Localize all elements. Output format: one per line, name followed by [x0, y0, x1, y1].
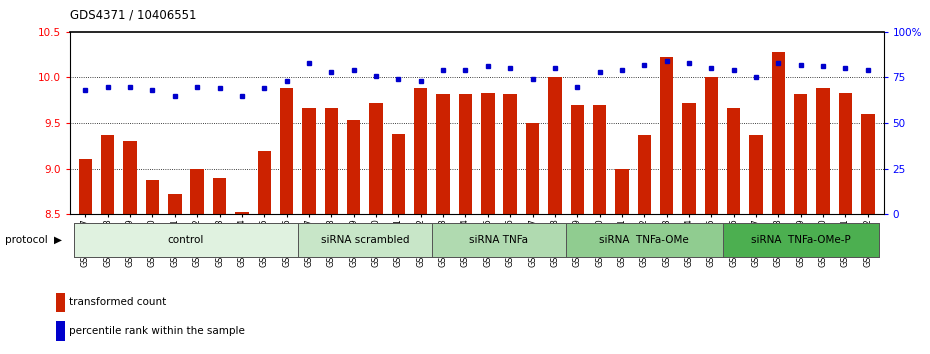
Bar [683, 103, 696, 214]
Bar [79, 159, 92, 214]
Bar [727, 108, 740, 214]
Text: percentile rank within the sample: percentile rank within the sample [69, 326, 245, 336]
Bar [772, 52, 785, 214]
Bar [436, 94, 450, 214]
Bar [258, 151, 271, 214]
Bar [392, 134, 405, 214]
Bar [414, 88, 428, 214]
Bar [570, 105, 584, 214]
Text: protocol: protocol [5, 235, 47, 245]
Bar [213, 178, 226, 214]
Bar [481, 93, 495, 214]
Bar [325, 108, 338, 214]
Bar [592, 105, 606, 214]
Bar [817, 88, 830, 214]
Text: siRNA scrambled: siRNA scrambled [321, 235, 409, 245]
Bar [861, 114, 874, 214]
Bar [750, 135, 763, 214]
Bar [660, 57, 673, 214]
Bar [146, 179, 159, 214]
Bar [548, 78, 562, 214]
Text: transformed count: transformed count [69, 297, 166, 307]
Text: siRNA TNFa: siRNA TNFa [470, 235, 528, 245]
Bar [74, 223, 298, 257]
Bar [347, 120, 360, 214]
Bar [56, 321, 65, 341]
Bar [302, 108, 315, 214]
Bar [638, 135, 651, 214]
Text: siRNA  TNFa-OMe-P: siRNA TNFa-OMe-P [751, 235, 851, 245]
Bar [369, 103, 383, 214]
Text: siRNA  TNFa-OMe: siRNA TNFa-OMe [600, 235, 689, 245]
Bar [458, 94, 472, 214]
Bar [616, 169, 629, 214]
Bar [794, 94, 807, 214]
Bar [839, 93, 852, 214]
Bar [168, 194, 181, 214]
Bar [566, 223, 723, 257]
Bar [503, 94, 517, 214]
Bar [525, 123, 539, 214]
Text: ▶: ▶ [54, 235, 62, 245]
Bar [191, 169, 204, 214]
Bar [723, 223, 879, 257]
Text: control: control [167, 235, 205, 245]
Bar [235, 212, 248, 214]
Bar [432, 223, 566, 257]
Bar [298, 223, 432, 257]
Bar [124, 141, 137, 214]
Bar [280, 88, 293, 214]
Text: GDS4371 / 10406551: GDS4371 / 10406551 [70, 9, 196, 22]
Bar [56, 293, 65, 312]
Bar [101, 135, 114, 214]
Bar [705, 78, 718, 214]
